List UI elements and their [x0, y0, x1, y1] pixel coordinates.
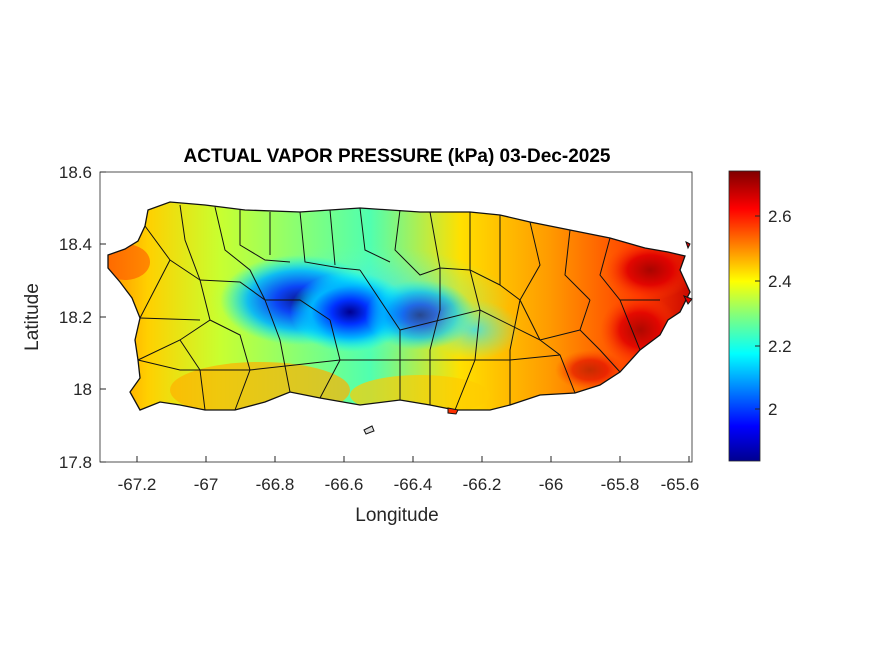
colorbar-tick-label: 2.6 [768, 207, 792, 226]
small-island [363, 425, 375, 435]
y-tick-label: 18.6 [59, 163, 92, 182]
y-axis-label: Latitude [22, 283, 43, 351]
x-tick-label: -66.8 [256, 475, 295, 494]
x-axis-label: Longitude [355, 505, 438, 526]
small-island [682, 295, 693, 305]
x-tick-label: -65.6 [661, 475, 700, 494]
y-tick-label: 18 [73, 380, 92, 399]
map-title: ACTUAL VAPOR PRESSURE (kPa) 03-Dec-2025 [184, 146, 611, 167]
small-island [685, 241, 691, 250]
colorbar-tick-label: 2.4 [768, 272, 792, 291]
colorbar: 2.6 2.4 2.2 2 [728, 170, 792, 462]
x-axis: -67.2 -67 -66.8 -66.6 -66.4 -66.2 -66 -6… [118, 456, 700, 526]
x-tick-label: -66.6 [325, 475, 364, 494]
y-axis: 18.6 18.4 18.2 18 17.8 Latitude [22, 163, 106, 472]
x-tick-label: -66.4 [394, 475, 433, 494]
y-tick-label: 18.4 [59, 235, 92, 254]
colorbar-tick-label: 2.2 [768, 337, 792, 356]
colorbar-gradient [728, 170, 761, 462]
colorbar-tick-label: 2 [768, 400, 777, 419]
x-tick-label: -67 [194, 475, 219, 494]
y-tick-label: 18.2 [59, 308, 92, 327]
x-tick-label: -65.8 [601, 475, 640, 494]
x-tick-label: -66.2 [463, 475, 502, 494]
y-tick-label: 17.8 [59, 453, 92, 472]
municipal-borders [107, 201, 691, 411]
x-tick-label: -67.2 [118, 475, 157, 494]
small-island [447, 407, 459, 415]
x-tick-label: -66 [539, 475, 564, 494]
